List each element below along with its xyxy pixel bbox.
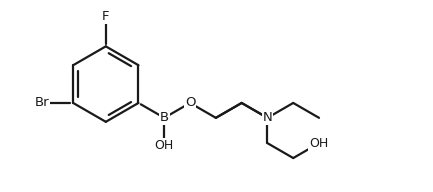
Text: N: N: [262, 111, 272, 124]
Text: F: F: [102, 10, 110, 23]
Text: OH: OH: [310, 137, 329, 150]
Text: O: O: [185, 96, 195, 109]
Text: OH: OH: [155, 139, 174, 152]
Text: B: B: [160, 111, 169, 124]
Text: Br: Br: [35, 96, 49, 109]
